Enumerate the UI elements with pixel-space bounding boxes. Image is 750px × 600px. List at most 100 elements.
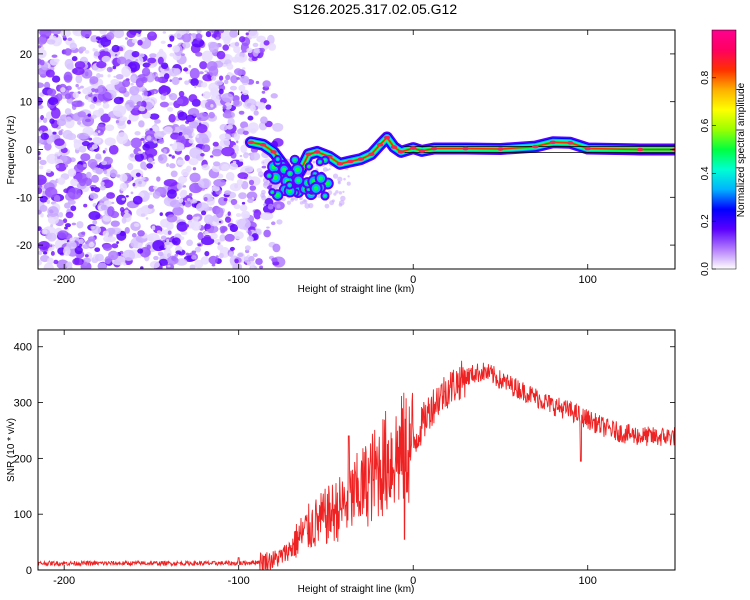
signal-peak [549,140,557,145]
noise-blob [112,65,117,70]
noise-blob [149,64,155,69]
noise-blob [225,74,231,81]
noise-blob [189,147,203,159]
noise-blob [135,58,139,62]
noise-blob [93,186,101,193]
noise-blob [39,159,47,166]
noise-blob [63,246,71,256]
signal-peak [418,149,426,153]
noise-blob [158,138,165,144]
noise-blob [102,100,106,104]
colorbar-gradient [711,29,737,270]
noise-blob [236,76,240,80]
noise-blob [226,63,234,70]
noise-blob [201,137,210,144]
noise-blob [38,150,41,156]
noise-blob [229,246,235,251]
noise-blob [67,37,73,41]
noise-blob [208,41,219,53]
noise-blob [196,112,209,122]
noise-blob [201,50,213,63]
noise-blob [137,39,143,46]
y-tick-label: 400 [14,342,32,354]
noise-blob [250,152,261,161]
noise-blob [261,189,266,195]
noise-blob [82,87,92,95]
noise-blob [332,173,339,179]
noise-blob [201,144,211,153]
noise-blob [91,174,99,183]
noise-blob [111,243,119,249]
noise-blob [188,138,195,144]
signal-scatter [288,183,291,187]
noise-blob [322,167,328,172]
noise-blob [179,191,187,198]
noise-blob [191,255,197,260]
noise-blob [93,51,100,57]
noise-blob [102,243,112,251]
noise-blob [276,204,281,209]
signal-peak [397,150,405,154]
noise-blob [262,161,265,164]
noise-blob [194,246,201,253]
noise-blob [140,138,145,141]
noise-blob [51,107,61,119]
noise-blob [134,131,141,136]
noise-blob [248,255,255,262]
noise-blob [184,154,190,161]
noise-blob [77,111,86,118]
signal-scatter [272,175,278,181]
noise-blob [39,59,45,66]
noise-blob [172,206,184,216]
noise-blob [149,260,160,269]
noise-blob [119,182,128,192]
noise-blob [113,75,117,78]
noise-blob [97,107,105,116]
noise-blob [87,97,92,103]
noise-blob [119,207,125,213]
noise-blob [305,169,311,176]
noise-blob [257,102,266,110]
noise-blob [53,259,59,265]
noise-blob [153,140,158,144]
noise-blob [84,118,91,123]
noise-blob [183,67,189,72]
signal-peak [532,144,539,149]
noise-blob [57,230,69,239]
noise-blob [137,150,144,154]
noise-blob [188,157,199,166]
noise-blob [64,202,71,209]
noise-blob [177,175,188,184]
spectrogram-x-ticks: -200 -100 0 100 [53,30,597,286]
noise-blob [149,113,160,120]
x-tick-label: 0 [410,575,416,587]
noise-blob [146,163,153,169]
noise-blob [202,91,212,99]
noise-blob [210,103,214,108]
noise-blob [198,71,204,75]
noise-blob [237,252,244,258]
noise-blob [189,199,198,204]
colorbar-tick-label: 0.6 [700,118,711,132]
noise-blob [154,118,161,124]
noise-blob [271,257,278,263]
noise-blob [237,56,245,61]
noise-blob [147,157,153,164]
noise-blob [342,190,345,194]
noise-blob [228,251,234,258]
noise-blob [126,107,133,112]
noise-blob [58,130,63,136]
noise-blob [178,90,185,97]
noise-blob [54,138,65,146]
noise-blob [239,155,243,158]
noise-blob [103,200,112,207]
noise-blob [40,132,49,140]
noise-blob [95,102,102,106]
noise-blob [168,67,179,77]
noise-blob [242,89,249,96]
noise-blob [131,38,138,44]
noise-blob [80,30,92,38]
noise-blob [62,218,68,224]
noise-blob [38,187,43,195]
noise-blob [221,146,235,157]
